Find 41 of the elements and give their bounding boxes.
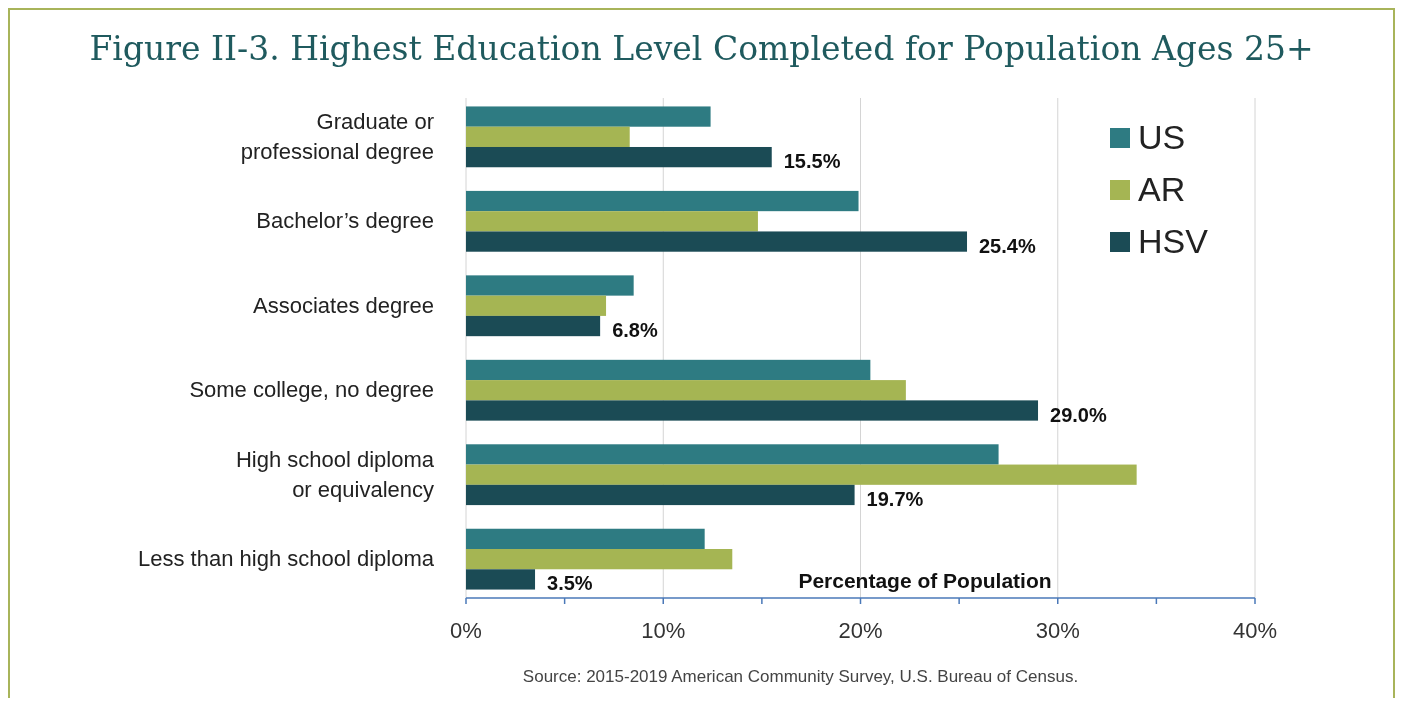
y-tick-label: Associates degree <box>253 292 434 318</box>
y-tick-label: Bachelor’s degree <box>256 208 434 234</box>
y-tick-label: Graduate or professional degree <box>240 108 434 164</box>
x-tick-label: 20% <box>838 618 883 643</box>
bar <box>466 295 607 316</box>
bar <box>466 275 634 296</box>
x-tick-label: 0% <box>450 618 482 643</box>
y-tick-label: Less than high school diploma <box>138 546 435 572</box>
bar <box>466 359 871 381</box>
bar <box>466 146 772 168</box>
y-tick-label: High school diploma or equivalency <box>235 446 435 502</box>
legend-label: AR <box>1138 170 1186 208</box>
x-tick-label: 10% <box>641 618 686 643</box>
legend-label: HSV <box>1138 222 1209 260</box>
bar <box>466 528 705 550</box>
bar <box>466 380 906 401</box>
x-tick-label: 40% <box>1232 618 1278 643</box>
bar <box>466 211 758 232</box>
bar <box>466 106 711 127</box>
legend-label: US <box>1138 118 1186 156</box>
bar <box>466 549 733 570</box>
bar <box>466 231 968 252</box>
bar <box>466 484 855 506</box>
data-label: 15.5% <box>783 150 841 173</box>
y-tick-label: Some college, no degree <box>189 377 434 403</box>
bar <box>466 315 601 337</box>
x-axis-title: Percentage of Population <box>798 569 1052 592</box>
data-label: 3.5% <box>547 572 593 595</box>
bar <box>466 569 536 590</box>
bar <box>466 444 999 465</box>
x-tick-label: 30% <box>1035 618 1080 643</box>
source-note: Source: 2015-2019 American Community Survey, U.S. Bureau of Census. <box>522 667 1079 686</box>
data-label: 19.7% <box>866 487 924 510</box>
data-label: 6.8% <box>612 319 658 342</box>
bar <box>466 464 1137 485</box>
data-label: 29.0% <box>1050 403 1107 426</box>
data-label: 25.4% <box>979 234 1036 257</box>
chart-title: Figure II-3. Highest Education Level Completed for Population Ages 25+ <box>89 29 1314 68</box>
bar <box>466 400 1039 421</box>
bar <box>466 126 630 147</box>
bar <box>466 190 859 212</box>
